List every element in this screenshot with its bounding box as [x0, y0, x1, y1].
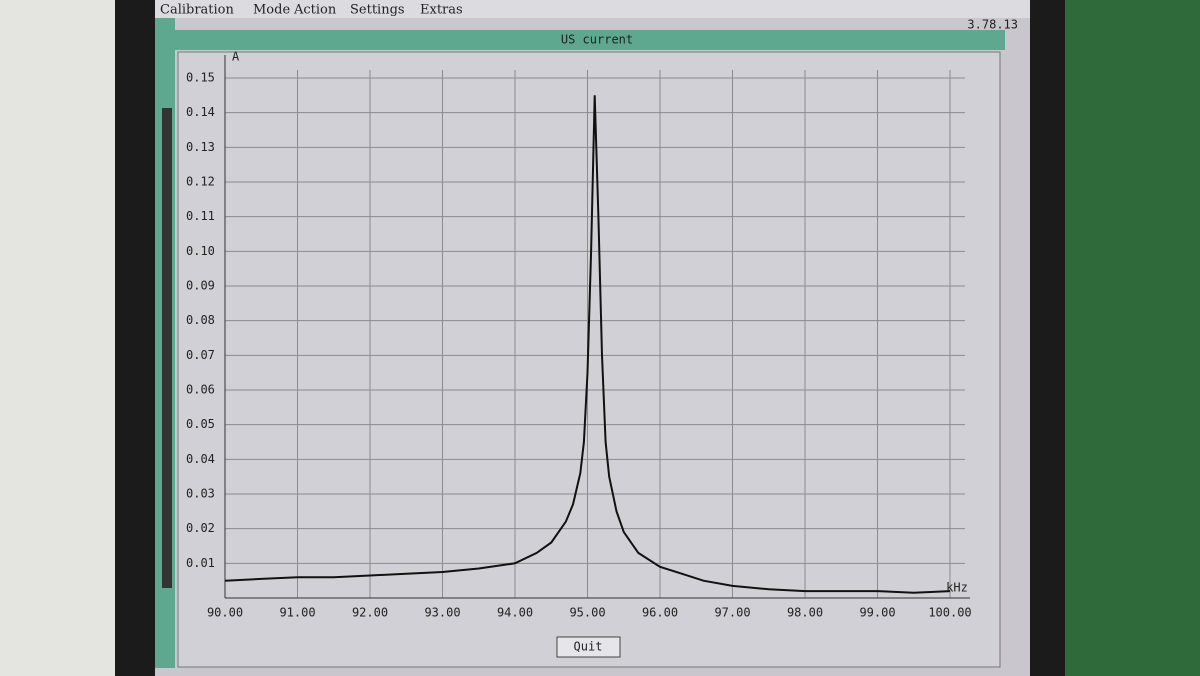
x-tick-label: 97.00	[714, 606, 750, 620]
y-tick-label: 0.01	[186, 556, 215, 570]
x-tick-label: 90.00	[207, 606, 243, 620]
x-tick-label: 100.00	[928, 606, 971, 620]
y-tick-label: 0.15	[186, 71, 215, 85]
quit-label[interactable]: Quit	[574, 640, 603, 654]
x-tick-label: 93.00	[424, 606, 460, 620]
x-tick-label: 94.00	[497, 606, 533, 620]
y-tick-label: 0.06	[186, 383, 215, 397]
x-tick-label: 98.00	[787, 606, 823, 620]
menu: Calibration Mode Action Settings Extras	[160, 3, 463, 18]
y-tick-label: 0.11	[186, 209, 215, 223]
chart: 0.01 0.02 0.03 0.04 0.05 0.06 0.07 0.08 0.09 0.10…	[186, 50, 972, 620]
y-tick-label: 0.05	[186, 417, 215, 431]
x-axis-label: kHz	[946, 581, 968, 595]
menu-item[interactable]: Settings	[350, 3, 405, 18]
y-tick-label: 0.09	[186, 279, 215, 293]
menu-item[interactable]: Mode	[253, 3, 290, 18]
quit-button[interactable]	[556, 636, 621, 658]
y-tick-label: 0.07	[186, 348, 215, 362]
y-tick-label: 0.10	[186, 244, 215, 258]
y-tick-label: 0.03	[186, 487, 215, 501]
current-curve	[224, 95, 951, 594]
window-title: US current	[561, 33, 633, 47]
background-right	[1060, 0, 1200, 676]
y-axis-label: A	[232, 50, 240, 64]
y-tick-label: 0.04	[186, 452, 215, 466]
background-left	[0, 0, 120, 676]
y-tick-label: 0.02	[186, 521, 215, 535]
menu-item[interactable]: Action	[293, 3, 337, 18]
x-tick-label: 91.00	[279, 606, 315, 620]
y-tick-label: 0.12	[186, 175, 215, 189]
scroll-strip	[162, 108, 172, 588]
x-tick-label: 99.00	[859, 606, 895, 620]
window-titlebar	[175, 30, 1005, 50]
x-tick-label: 92.00	[352, 606, 388, 620]
menu-item[interactable]: Extras	[420, 3, 463, 18]
menu-item[interactable]: Calibration	[160, 3, 235, 18]
version: 3.78.13	[967, 18, 1018, 32]
y-tick-label: 0.14	[186, 105, 215, 119]
menu-bar	[155, 0, 1030, 18]
y-tick-label: 0.08	[186, 313, 215, 327]
window	[177, 51, 1001, 668]
y-tick-label: 0.13	[186, 140, 215, 154]
x-tick-label: 95.00	[569, 606, 605, 620]
x-tick-label: 96.00	[642, 606, 678, 620]
